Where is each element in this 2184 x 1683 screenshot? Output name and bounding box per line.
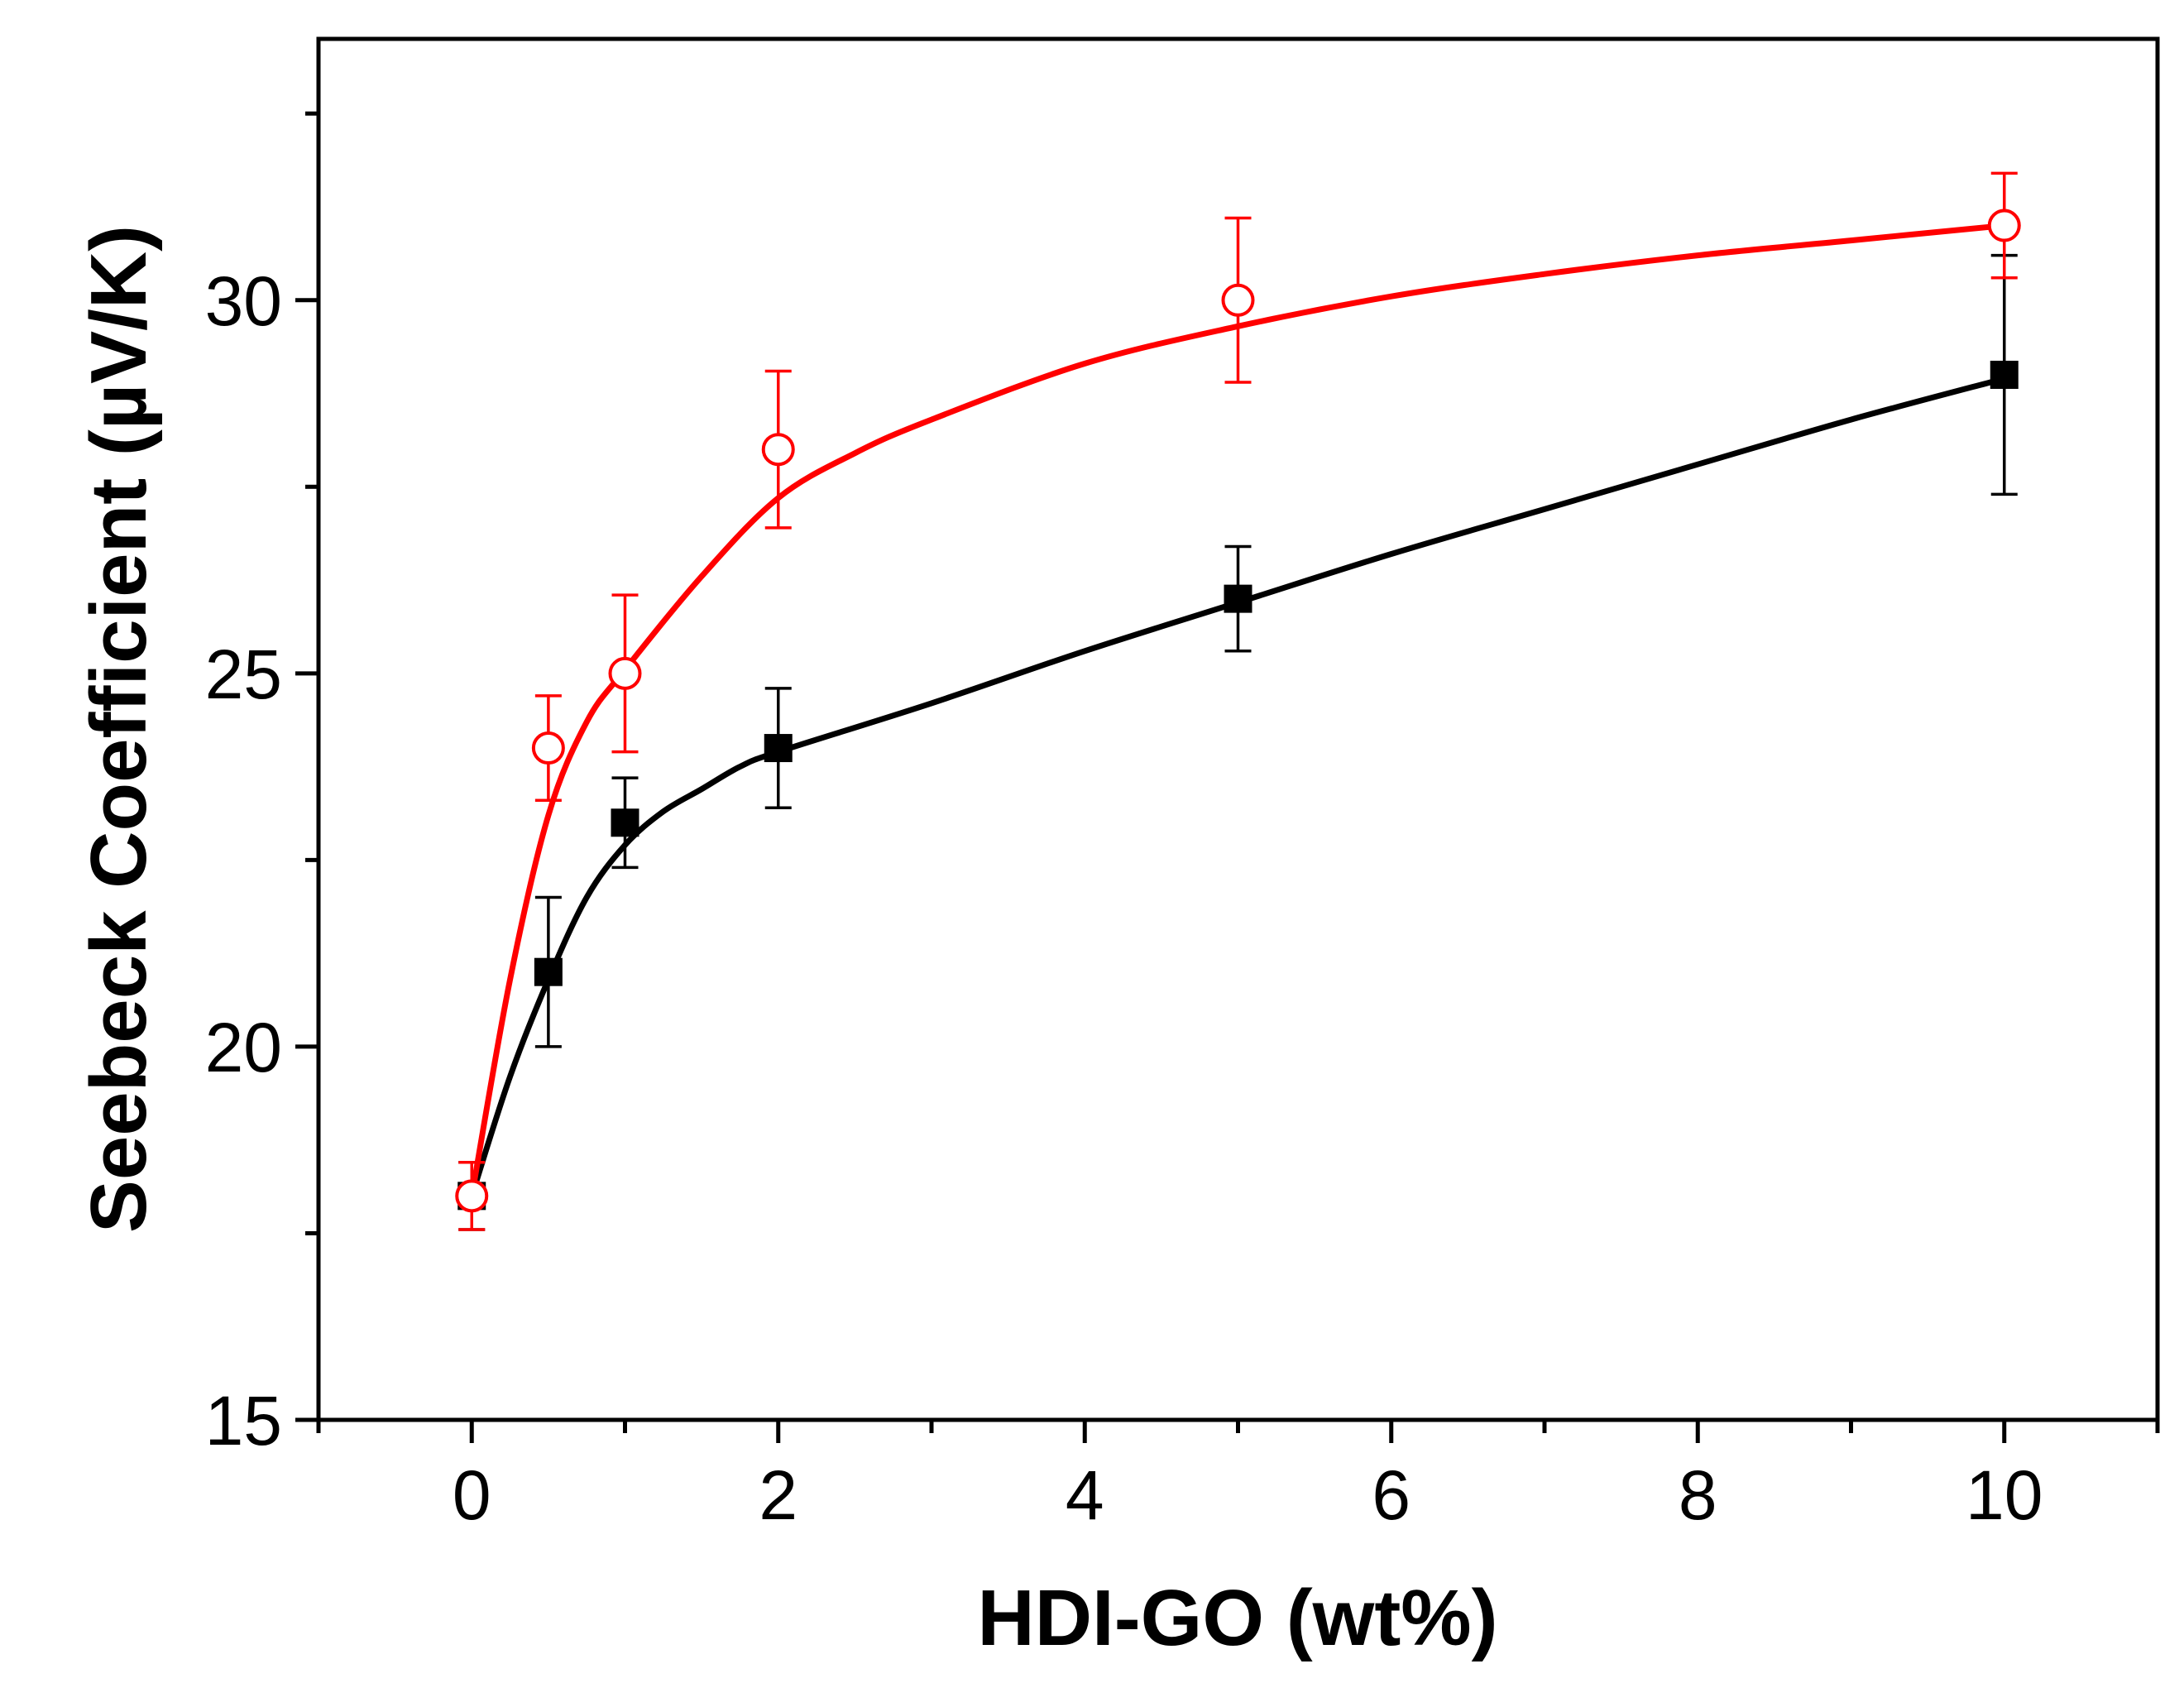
data-point-circle (455, 1179, 489, 1213)
data-point-circle (1221, 283, 1255, 317)
fit-curve-series-2 (468, 223, 2008, 1199)
data-point-circle (761, 433, 795, 467)
y-tick-label: 25 (205, 635, 282, 713)
y-axis-title: Seebeck Coefficient (µV/K) (74, 225, 163, 1233)
data-point-square (1224, 584, 1252, 613)
data-point-square (764, 734, 793, 763)
x-tick-label: 0 (453, 1456, 491, 1534)
data-point-square (611, 808, 639, 837)
data-point-square (534, 957, 563, 986)
data-point-circle (1987, 209, 2021, 242)
data-point-square (1990, 360, 2019, 389)
x-axis-title: HDI-GO (wt%) (977, 1574, 1497, 1662)
fit-curve-series-1 (468, 376, 2008, 1199)
y-tick-label: 15 (205, 1382, 282, 1460)
data-point-circle (531, 731, 565, 765)
y-tick-label: 20 (205, 1009, 282, 1086)
y-tick-label: 30 (205, 262, 282, 340)
axis-tick-labels: 0 2 4 6 8 10 15 20 25 30 (205, 262, 2043, 1534)
x-tick-label: 10 (1966, 1456, 2043, 1534)
x-tick-label: 2 (759, 1456, 797, 1534)
data-point-circle (608, 656, 642, 690)
error-bars (458, 171, 2018, 1231)
fit-curves (468, 223, 2008, 1199)
x-tick-label: 8 (1679, 1456, 1717, 1534)
axis-ticks (295, 111, 2160, 1443)
data-markers (455, 209, 2021, 1213)
x-tick-label: 4 (1066, 1456, 1104, 1534)
x-tick-label: 6 (1372, 1456, 1410, 1534)
